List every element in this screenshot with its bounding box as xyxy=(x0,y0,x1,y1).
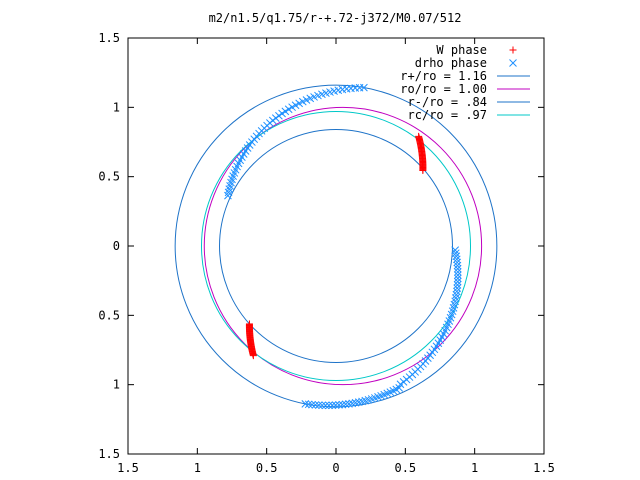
x-tick-label: 1 xyxy=(471,461,478,475)
x-tick-label: 1.5 xyxy=(117,461,139,475)
data-point xyxy=(301,400,310,408)
data-point xyxy=(328,401,337,410)
y-tick-label: 1.5 xyxy=(98,31,120,45)
data-point xyxy=(224,191,232,200)
data-point xyxy=(452,290,461,299)
curve-rc-circle xyxy=(200,110,472,382)
data-point xyxy=(245,320,253,328)
data-point xyxy=(453,281,462,289)
legend-entry-label: r+/ro = 1.16 xyxy=(400,69,487,83)
data-point xyxy=(451,249,460,258)
y-tick-label: 0.5 xyxy=(98,170,120,184)
data-point xyxy=(453,261,462,270)
data-point xyxy=(295,99,304,108)
y-tick-label: 1.5 xyxy=(98,447,120,461)
data-point xyxy=(451,294,460,302)
x-tick-label: 1.5 xyxy=(533,461,555,475)
data-point xyxy=(321,401,330,410)
data-point xyxy=(453,264,462,273)
legend-entry-label: ro/ro = 1.00 xyxy=(400,82,487,96)
data-point xyxy=(314,401,323,410)
data-point xyxy=(451,246,460,255)
curve-r-circle xyxy=(219,129,453,363)
legend-marker-sample xyxy=(509,59,517,67)
data-point xyxy=(345,399,353,408)
data-point xyxy=(304,400,313,409)
axes: 1.5 1 0.5 0 0.5 1 1.51.510.500.511.5 xyxy=(98,31,555,475)
data-point xyxy=(284,105,293,114)
curve-ro-circle xyxy=(203,106,483,386)
chart-title: m2/n1.5/q1.75/r-+.72-j372/M0.07/512 xyxy=(209,11,462,25)
x-tick-label: 0.5 xyxy=(394,461,416,475)
legend-entry-label: W phase xyxy=(436,43,487,57)
x-tick-label: 0 xyxy=(332,461,339,475)
data-point xyxy=(354,398,363,406)
data-point xyxy=(325,401,333,410)
data-point xyxy=(419,166,427,174)
data-point xyxy=(453,277,462,286)
data-point xyxy=(338,400,347,409)
points xyxy=(224,83,462,410)
data-point xyxy=(341,400,350,409)
legend-entry-label: drho phase xyxy=(415,56,487,70)
x-tick-label: 0.5 xyxy=(256,461,278,475)
y-tick-label: 0.5 xyxy=(98,308,120,322)
data-point xyxy=(311,401,320,409)
data-point xyxy=(275,111,283,120)
data-point xyxy=(351,398,360,407)
data-point xyxy=(331,401,340,409)
legend-marker-sample xyxy=(509,46,517,54)
data-point xyxy=(224,188,233,197)
data-point xyxy=(278,109,286,118)
curve-r-circle xyxy=(174,84,498,408)
data-point xyxy=(291,101,300,110)
data-point xyxy=(358,397,366,406)
data-point xyxy=(318,401,327,410)
data-point xyxy=(454,271,462,280)
data-point xyxy=(453,258,462,267)
data-point xyxy=(453,268,462,276)
data-point xyxy=(308,400,316,409)
data-point xyxy=(335,401,343,409)
legend-entry-label: rc/ro = .97 xyxy=(408,108,487,122)
y-tick-label: 1 xyxy=(113,100,120,114)
data-point xyxy=(399,378,408,386)
x-tick-label: 1 xyxy=(194,461,201,475)
legend-entry-label: r-/ro = .84 xyxy=(408,95,487,109)
y-tick-label: 1 xyxy=(113,378,120,392)
data-point xyxy=(452,287,461,296)
data-point xyxy=(453,274,462,283)
y-tick-label: 0 xyxy=(113,239,120,253)
data-point xyxy=(452,252,461,261)
data-point xyxy=(348,399,357,408)
data-point xyxy=(453,284,462,293)
data-point xyxy=(288,103,296,112)
curves xyxy=(174,84,498,408)
data-point xyxy=(281,107,290,116)
data-point xyxy=(452,255,461,264)
data-point xyxy=(298,97,307,106)
